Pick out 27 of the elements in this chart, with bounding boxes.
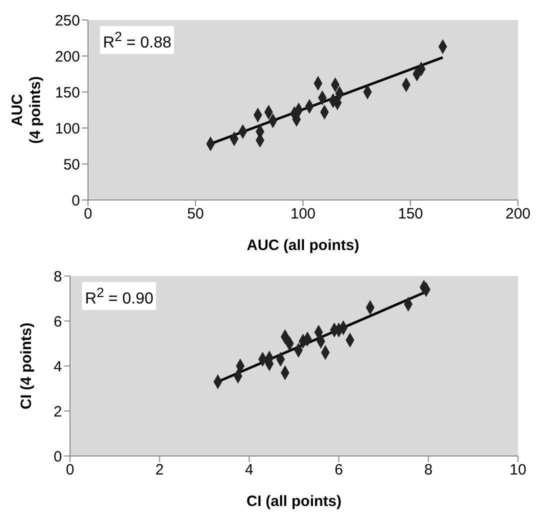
y-tick-label: 150 [54,84,80,102]
annotation: R$^{2}$ = 0.88 [100,26,174,54]
x-axis-title: CI (all points) [246,493,342,510]
x-tick-label: 100 [290,206,316,223]
y-tick-label: 250 [54,12,80,30]
y-tick-label: 2 [54,403,62,420]
x-tick-label: 4 [245,462,254,479]
y-tick-label: 50 [63,156,80,174]
y-tick-label: 6 [54,313,62,330]
x-tick-label: 10 [510,462,526,479]
y-tick-label: 8 [54,268,62,286]
x-axis-title: AUC (all points) [246,237,360,254]
x-tick-label: 200 [505,206,531,223]
y-tick-label: 0 [72,192,80,210]
y-axis-title: CI (4 points) [18,322,35,410]
x-tick-label: 0 [84,206,92,223]
y-tick-label: 200 [54,48,80,66]
x-tick-label: 8 [424,462,433,479]
y-axis-title: AUC (4 points) [9,76,44,144]
x-tick-label: 50 [187,206,204,223]
x-tick-label: 6 [334,462,343,479]
annotation: R$^{2}$ = 0.90 [82,282,156,310]
y-tick-label: 100 [54,120,80,138]
y-tick-label: 0 [54,448,62,466]
x-tick-label: 150 [398,206,424,223]
x-tick-label: 2 [155,462,164,479]
y-tick-label: 4 [54,358,62,376]
